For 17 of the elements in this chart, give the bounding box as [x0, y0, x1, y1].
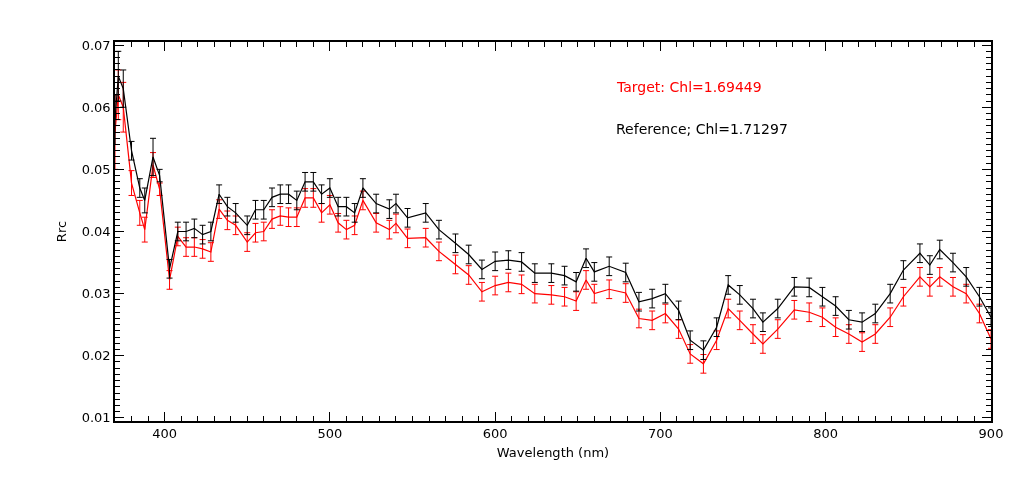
- y-tick-label: 0.01: [81, 410, 111, 426]
- x-axis-title: Wavelength (nm): [496, 445, 610, 461]
- y-tick-label: 0.07: [81, 37, 111, 53]
- x-tick-label: 700: [648, 426, 673, 442]
- y-tick-label: 0.02: [81, 348, 111, 364]
- x-tick-label: 600: [482, 426, 508, 442]
- y-tick-label: 0.04: [81, 224, 111, 240]
- y-axis-title: Rrc: [54, 220, 70, 243]
- text: Reference; Chl=1.71297: [616, 121, 788, 137]
- x-tick-label: 900: [978, 426, 1004, 442]
- text: Target: Chl=1.69449: [616, 79, 762, 95]
- x-tick-label: 500: [317, 426, 343, 442]
- y-tick-label: 0.06: [81, 99, 111, 115]
- y-tick-label: 0.05: [81, 161, 111, 177]
- x-tick-label: 400: [152, 426, 177, 442]
- y-tick-label: 0.03: [81, 286, 111, 302]
- x-tick-label: 800: [813, 426, 839, 442]
